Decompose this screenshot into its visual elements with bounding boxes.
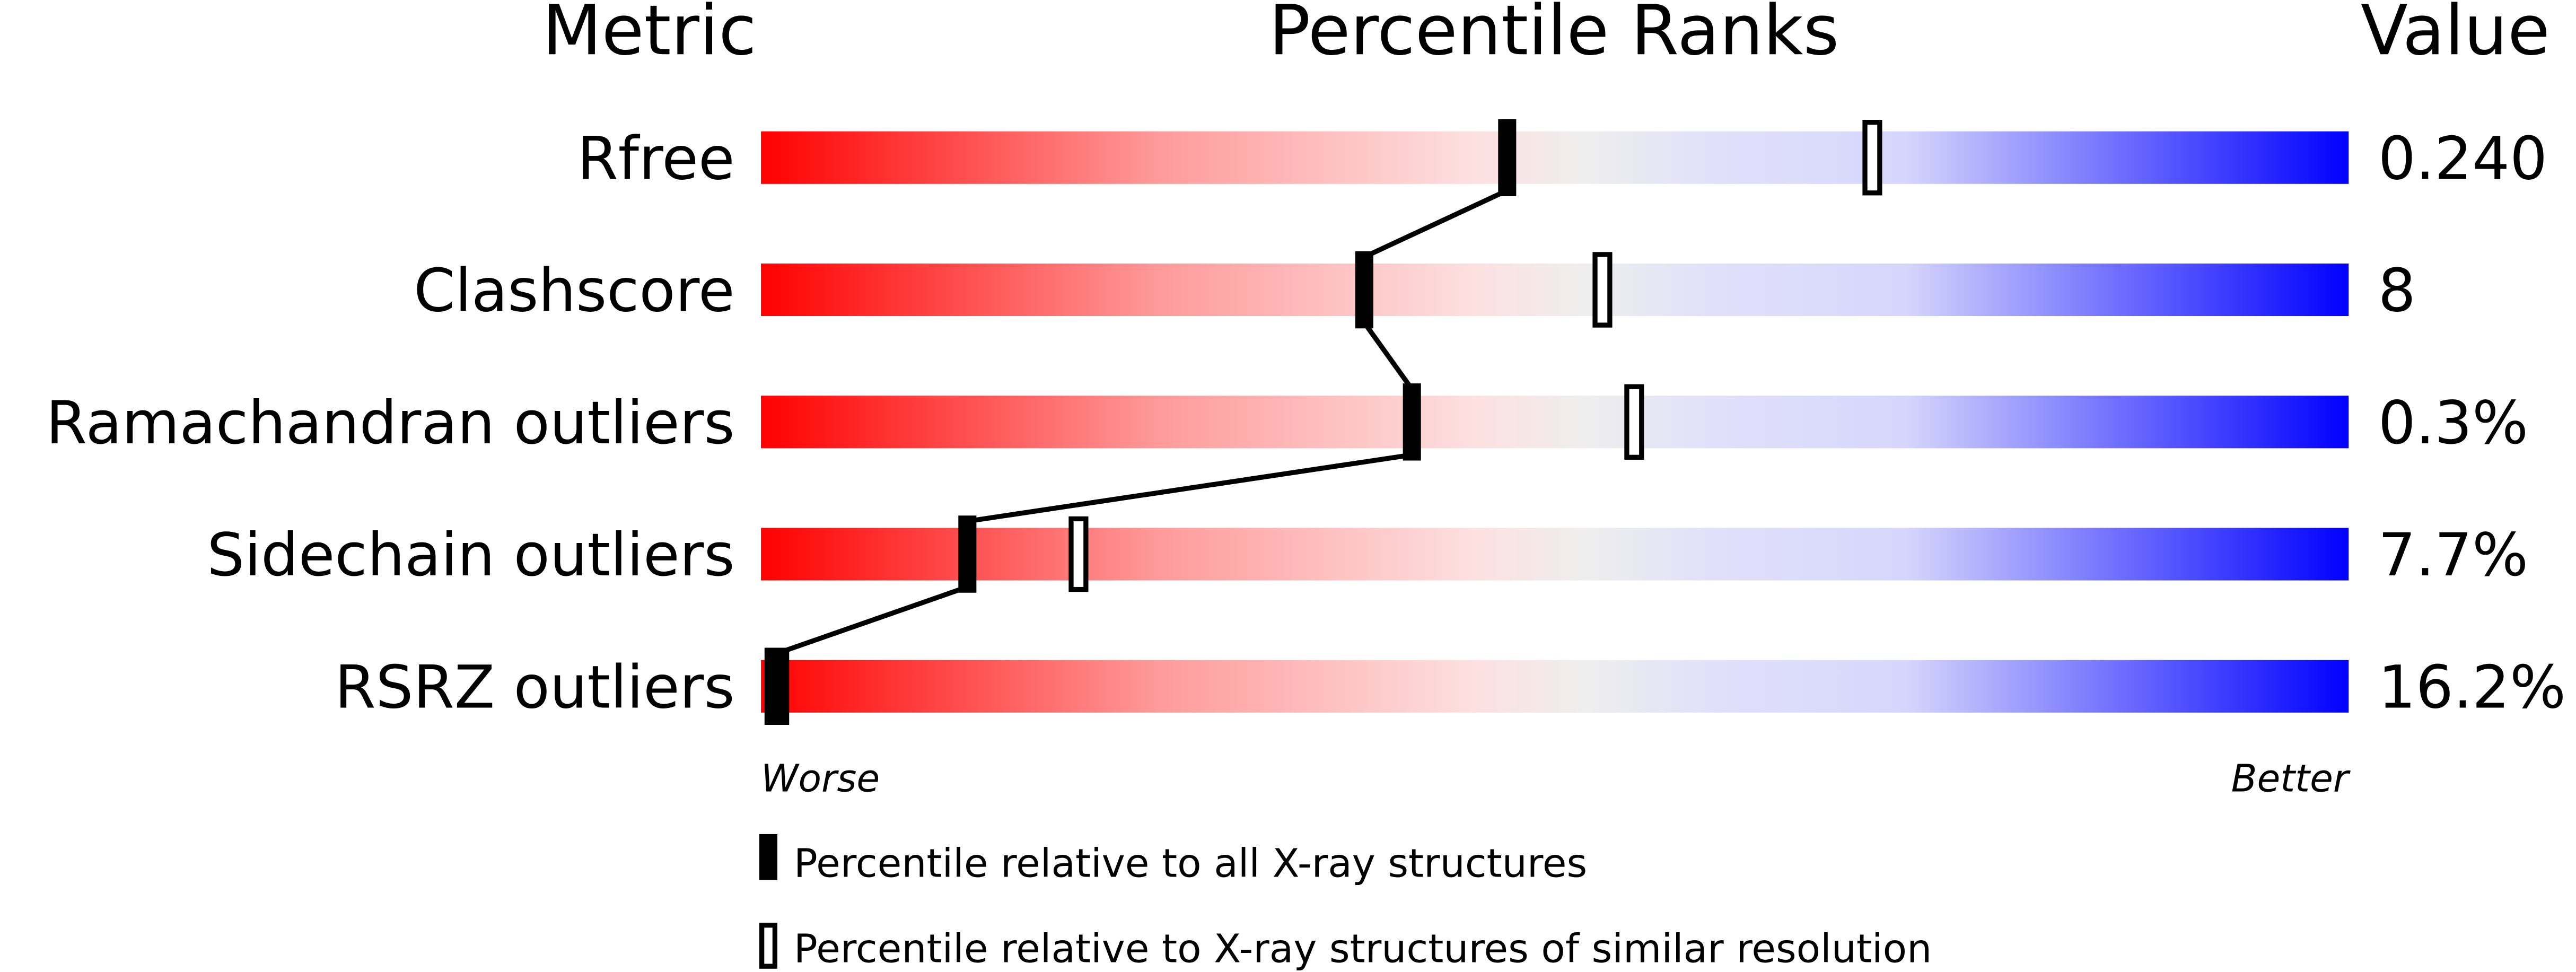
percentile-bar (761, 131, 2349, 184)
metric-value: 7.7% (2378, 521, 2528, 590)
percentile-bar (761, 660, 2349, 713)
axis-label-worse: Worse (761, 756, 880, 800)
marker-all-structures (958, 515, 977, 593)
metric-label: RSRZ outliers (335, 653, 734, 722)
legend-filled-marker (759, 834, 778, 880)
metric-label: Ramachandran outliers (46, 389, 735, 458)
header-value: Value (2361, 0, 2550, 71)
marker-similar-resolution (1592, 252, 1613, 328)
marker-similar-resolution (1624, 384, 1644, 460)
marker-all-structures (764, 647, 790, 725)
connector-line (1363, 188, 1509, 259)
metric-label: Rfree (577, 125, 734, 193)
metric-value: 0.240 (2378, 125, 2547, 193)
header-percentile-ranks: Percentile Ranks (1269, 0, 1839, 71)
metric-label: Sidechain outliers (207, 521, 734, 590)
marker-all-structures (1498, 119, 1517, 197)
connector-line (967, 452, 1413, 524)
marker-similar-resolution (1862, 120, 1882, 196)
legend-label-all: Percentile relative to all X-ray structu… (794, 840, 1587, 886)
marker-all-structures (1403, 383, 1421, 461)
legend-label-similar: Percentile relative to X-ray structures … (794, 925, 1932, 971)
metric-value: 8 (2378, 257, 2416, 326)
connector-line (776, 584, 968, 656)
percentile-bar (761, 263, 2349, 317)
marker-similar-resolution (1068, 516, 1089, 592)
percentile-bar (761, 528, 2349, 581)
marker-all-structures (1355, 251, 1373, 329)
metric-value: 16.2% (2378, 653, 2566, 722)
header-metric: Metric (542, 0, 756, 71)
connector-line (1362, 321, 1414, 391)
percentile-bar (761, 396, 2349, 449)
axis-label-better: Better (2231, 756, 2351, 800)
metric-value: 0.3% (2378, 389, 2528, 458)
metric-label: Clashscore (414, 257, 734, 326)
legend-open-marker (759, 923, 778, 969)
